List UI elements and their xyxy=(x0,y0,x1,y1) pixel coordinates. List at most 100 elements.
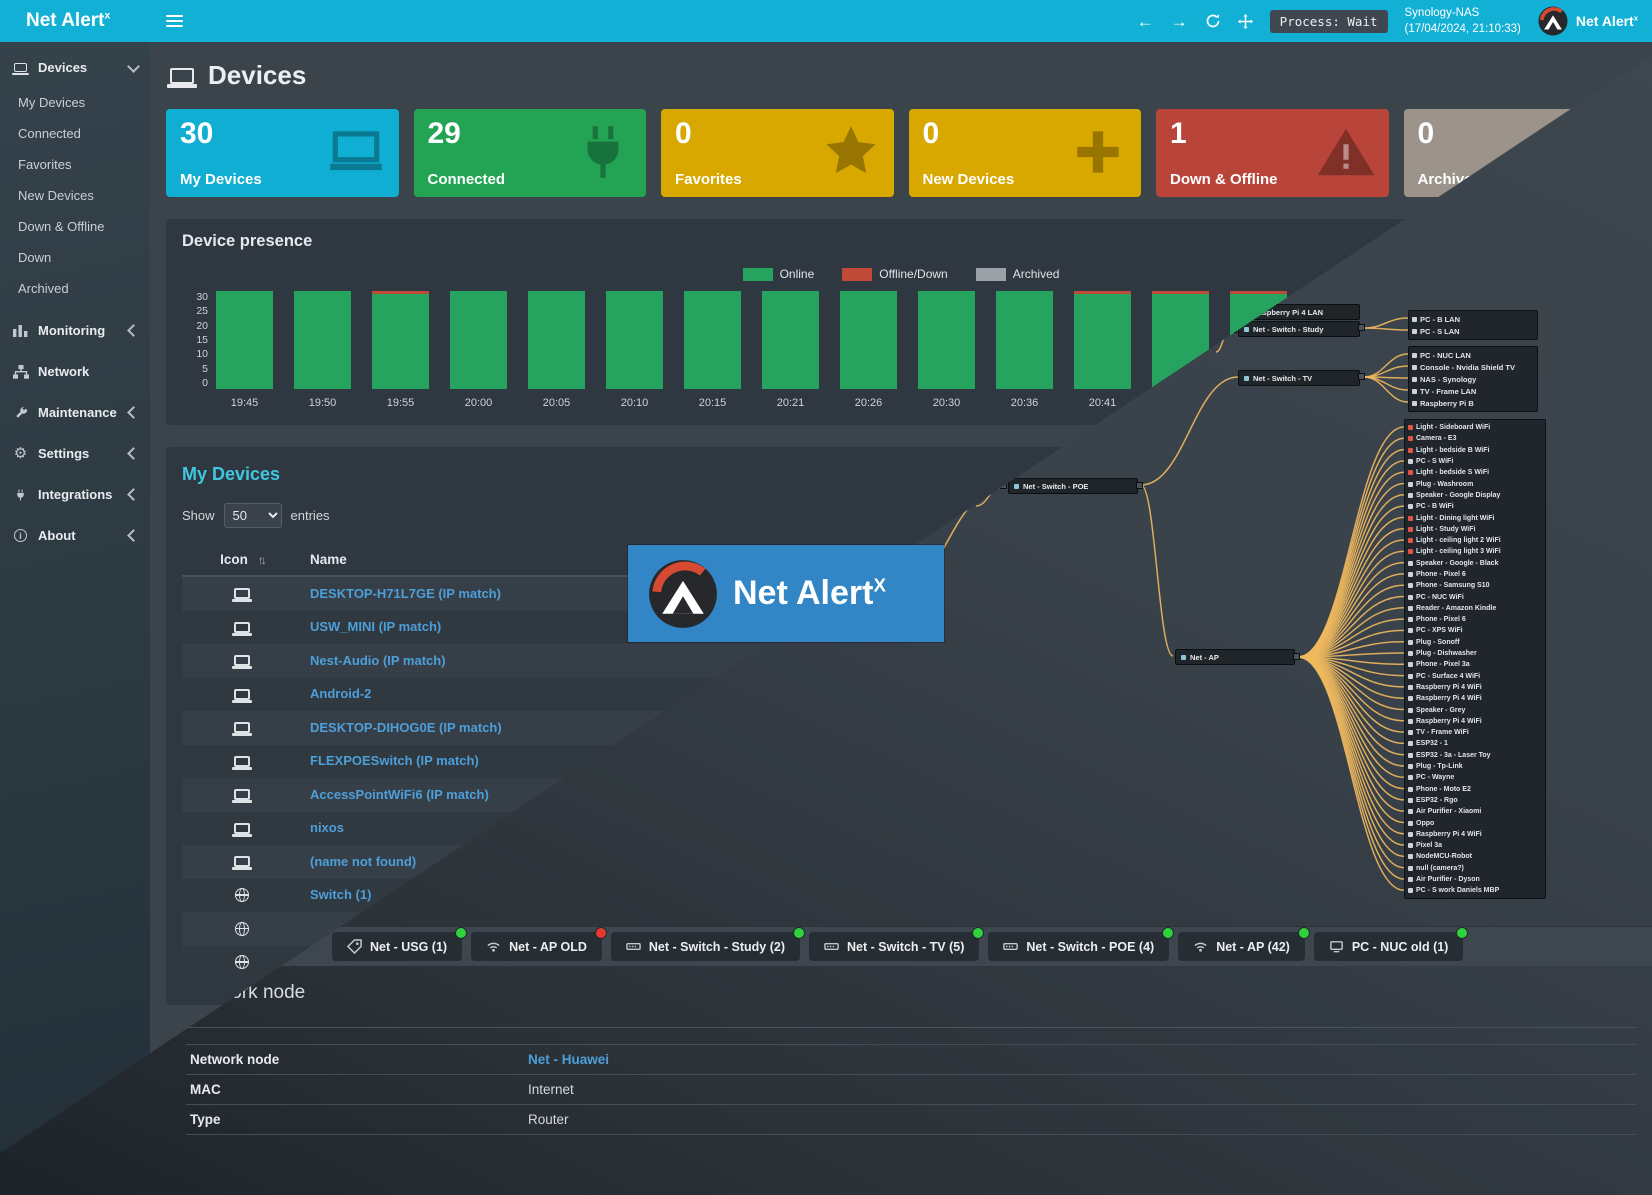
topology-device[interactable]: PC - B LAN xyxy=(1412,313,1534,325)
topology-device[interactable]: Plug - Dishwasher xyxy=(1408,648,1542,659)
topology-device[interactable]: Oppo xyxy=(1408,817,1542,828)
topology-device[interactable]: PC - NUC LAN xyxy=(1412,349,1534,361)
topology-device[interactable]: Light - ceiling light 3 WiFi xyxy=(1408,546,1542,557)
network-tab[interactable]: Net - Switch - Study (2) xyxy=(610,928,805,961)
sidebar-subitem-my-devices[interactable]: My Devices xyxy=(18,95,86,110)
topology-device[interactable]: Air Purifier - Dyson xyxy=(1408,874,1542,885)
device-name-link[interactable]: DESKTOP-H71L7GE (IP match) xyxy=(310,585,501,601)
summary-card-favorites[interactable]: 0 Favorites xyxy=(661,109,894,197)
device-name-link[interactable]: (name not found) xyxy=(310,853,417,869)
topology-node-net-switch-study[interactable]: Net - Switch - Study xyxy=(1238,321,1360,337)
topology-device[interactable]: Phone - Pixel 6 xyxy=(1408,569,1542,580)
topology-device[interactable]: PC - B WiFi xyxy=(1408,501,1542,512)
topology-device[interactable]: Light - Dining light WiFi xyxy=(1408,512,1542,523)
sidebar-subitem-down[interactable]: Down xyxy=(18,250,52,265)
topology-device[interactable]: Plug - Sonoff xyxy=(1408,637,1542,648)
topology-node-net-switch-poe[interactable]: Net - Switch - POE xyxy=(1008,478,1138,494)
account-menu[interactable]: Net Alertx xyxy=(1538,6,1638,36)
topology-device[interactable]: Console - Nvidia Shield TV xyxy=(1412,361,1534,373)
topology-device[interactable]: Reader - Amazon Kindle xyxy=(1408,603,1542,614)
sidebar-subitem-archived[interactable]: Archived xyxy=(18,281,69,296)
topology-device[interactable]: Raspberry Pi 4 WiFi xyxy=(1408,716,1542,727)
topology-device[interactable]: ESP32 - Rgo xyxy=(1408,795,1542,806)
move-icon[interactable] xyxy=(1237,13,1253,29)
network-node-link[interactable]: Net - Huawei xyxy=(528,1052,610,1067)
column-header-icon[interactable]: Icon ↑↓ xyxy=(220,552,267,567)
refresh-icon[interactable] xyxy=(1205,13,1221,29)
topology-device[interactable]: null (camera?) xyxy=(1408,863,1542,874)
topology-device[interactable]: Plug - Tp-Link xyxy=(1408,761,1542,772)
topology-device[interactable]: PC - S work Daniels MBP xyxy=(1408,885,1542,896)
device-name-link[interactable]: USW_MINI (IP match) xyxy=(310,619,442,635)
device-name-link[interactable]: AccessPointWiFi6 (IP match) xyxy=(310,786,489,802)
topology-device[interactable]: PC - S WiFi xyxy=(1408,456,1542,467)
topology-device[interactable]: Raspberry Pi 4 WiFi xyxy=(1408,682,1542,693)
legend-item[interactable]: Offline/Down xyxy=(842,267,948,281)
topology-device[interactable]: Light - bedside S WiFi xyxy=(1408,467,1542,478)
topology-device[interactable]: Light - Sideboard WiFi xyxy=(1408,422,1542,433)
device-name-link[interactable]: FLEXPOESwitch (IP match) xyxy=(310,753,479,769)
sidebar-subitem-connected[interactable]: Connected xyxy=(18,126,81,141)
sidebar-item-monitoring[interactable]: Monitoring xyxy=(0,310,150,351)
device-name-link[interactable]: Android-2 xyxy=(310,686,372,702)
network-tab[interactable]: Net - USG (1) xyxy=(332,928,467,961)
forward-arrow-button[interactable]: → xyxy=(1170,11,1188,31)
topology-device[interactable]: Raspberry Pi 4 WiFi xyxy=(1408,829,1542,840)
device-name-link[interactable]: Nest-Audio (IP match) xyxy=(310,652,446,668)
entries-select[interactable]: 50 xyxy=(223,503,282,528)
column-header-name[interactable]: Name xyxy=(310,552,347,567)
summary-card-connected[interactable]: 29 Connected xyxy=(413,109,646,197)
topology-device[interactable]: TV - Frame WiFi xyxy=(1408,727,1542,738)
topology-device[interactable]: Light - Study WiFi xyxy=(1408,524,1542,535)
topology-device[interactable]: TV - Frame LAN xyxy=(1412,385,1534,397)
topology-device[interactable]: Light - ceiling light 2 WiFi xyxy=(1408,535,1542,546)
topology-device[interactable]: Phone - Moto E2 xyxy=(1408,784,1542,795)
network-tab[interactable]: Net - AP OLD xyxy=(471,928,606,961)
topology-node-net-ap[interactable]: Net - AP xyxy=(1175,649,1295,665)
legend-item[interactable]: Online xyxy=(742,267,814,281)
topology-device[interactable]: PC - Wayne xyxy=(1408,772,1542,783)
sidebar-item-devices[interactable]: Devices xyxy=(0,50,150,85)
summary-card-new-devices[interactable]: 0 New Devices xyxy=(908,109,1141,197)
topology-device[interactable]: Camera - E3 xyxy=(1408,433,1542,444)
summary-card-my-devices[interactable]: 30 My Devices xyxy=(166,109,399,197)
topology-device[interactable]: Air Purifier - Xiaomi xyxy=(1408,806,1542,817)
topology-device[interactable]: Raspberry Pi 4 WiFi xyxy=(1408,693,1542,704)
topology-device[interactable]: Speaker - Google - Black xyxy=(1408,558,1542,569)
topology-device[interactable]: Phone - Pixel 6 xyxy=(1408,614,1542,625)
sidebar-item-integrations[interactable]: Integrations xyxy=(0,474,150,515)
topology-device[interactable]: PC - S LAN xyxy=(1412,325,1534,337)
sort-icon[interactable]: ↑↓ xyxy=(257,552,267,567)
topology-device[interactable]: ESP32 - 3a - Laser Toy xyxy=(1408,750,1542,761)
hamburger-button[interactable] xyxy=(166,12,183,30)
topology-device[interactable]: ESP32 - 1 xyxy=(1408,738,1542,749)
sidebar-item-settings[interactable]: ⚙ Settings xyxy=(0,433,150,474)
sidebar-subitem-favorites[interactable]: Favorites xyxy=(18,157,72,172)
summary-card-down-offline[interactable]: 1 Down & Offline xyxy=(1156,109,1389,197)
topology-device[interactable]: PC - XPS WiFi xyxy=(1408,625,1542,636)
topology-device[interactable]: Plug - Washroom xyxy=(1408,478,1542,489)
sidebar-subitem-new-devices[interactable]: New Devices xyxy=(18,188,94,203)
topology-device[interactable]: Speaker - Google Display xyxy=(1408,490,1542,501)
back-arrow-button[interactable]: ← xyxy=(1136,11,1154,31)
topology-device[interactable]: NAS - Synology xyxy=(1412,373,1534,385)
device-name-link[interactable]: nixos xyxy=(310,820,344,836)
sidebar-item-maintenance[interactable]: Maintenance xyxy=(0,392,150,433)
network-tab[interactable]: PC - NUC old (1) xyxy=(1313,928,1468,961)
device-name-link[interactable]: Switch (1) xyxy=(310,887,372,903)
topology-device[interactable]: PC - NUC WiFi xyxy=(1408,591,1542,602)
network-tab[interactable]: Net - AP (42) xyxy=(1178,928,1309,961)
sidebar-item-about[interactable]: i About xyxy=(0,515,150,556)
topology-device[interactable]: Raspberry Pi B xyxy=(1412,397,1534,409)
brand-logo[interactable]: Net Alertx xyxy=(0,10,150,32)
sidebar-subitem-down-offline[interactable]: Down & Offline xyxy=(18,219,105,234)
topology-device[interactable]: PC - Surface 4 WiFi xyxy=(1408,671,1542,682)
topology-device[interactable]: Phone - Pixel 3a xyxy=(1408,659,1542,670)
topology-node-net-switch-tv[interactable]: Net - Switch - TV xyxy=(1238,370,1360,386)
topology-device[interactable]: Speaker - Grey xyxy=(1408,704,1542,715)
topology-device[interactable]: NodeMCU-Robot xyxy=(1408,851,1542,862)
network-tab[interactable]: Net - Switch - TV (5) xyxy=(809,928,984,961)
topology-device[interactable]: Phone - Samsung S10 xyxy=(1408,580,1542,591)
legend-item[interactable]: Archived xyxy=(975,267,1059,281)
topology-device[interactable]: Light - bedside B WiFi xyxy=(1408,445,1542,456)
